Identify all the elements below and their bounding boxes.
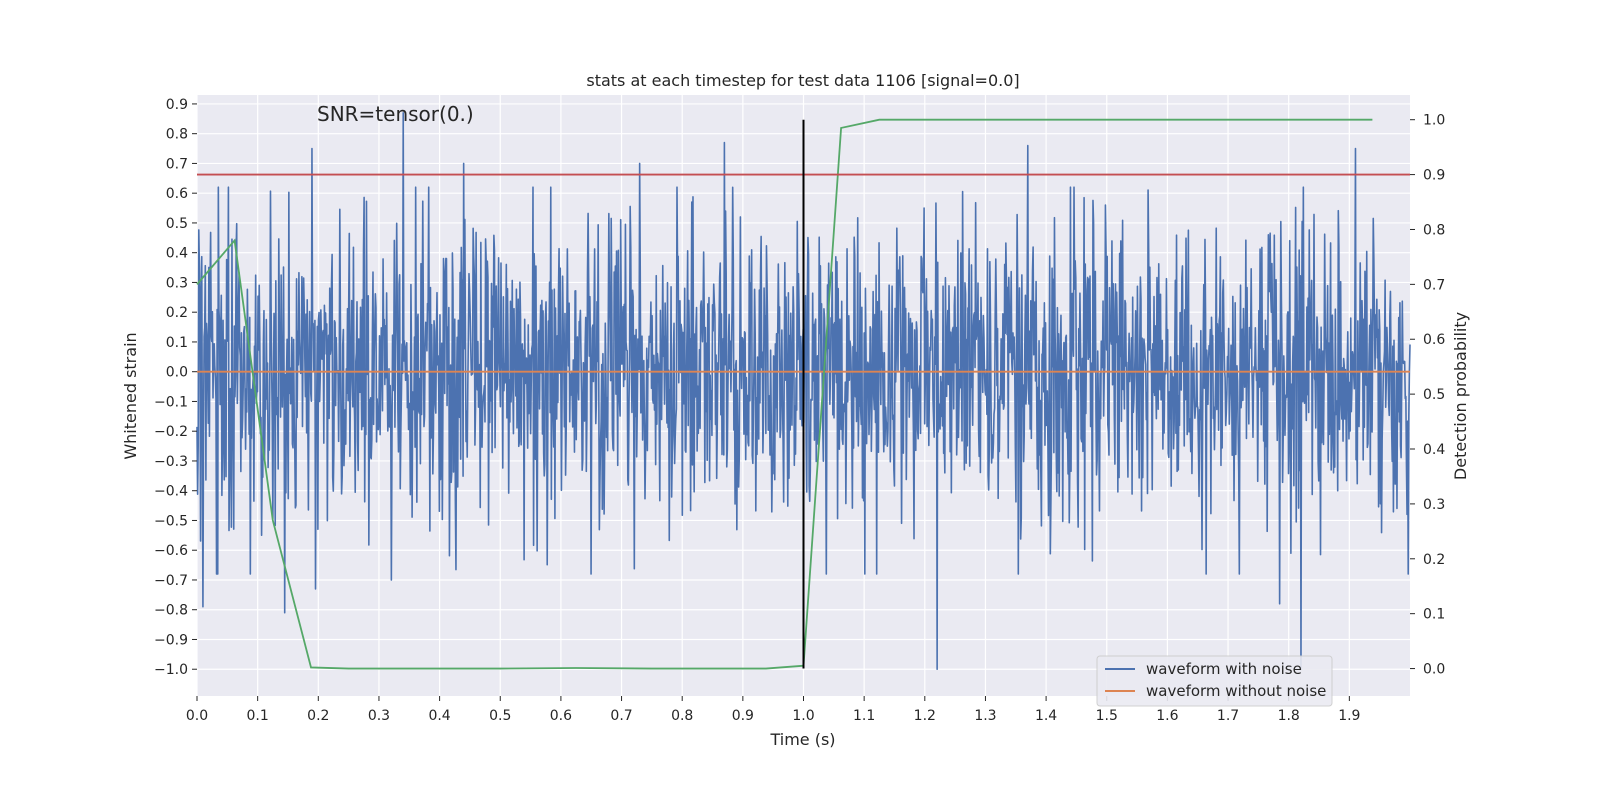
y-left-tick-label: −0.4 [154, 484, 188, 500]
y-left-tick-label: 0.1 [166, 335, 188, 351]
x-tick-label: 1.4 [1035, 708, 1057, 724]
y-left-tick-label: −0.3 [154, 454, 188, 470]
x-axis-label: Time (s) [769, 730, 835, 749]
x-tick-label: 0.2 [307, 708, 329, 724]
y-left-tick-label: −1.0 [154, 662, 188, 678]
y-left-tick-label: 0.4 [166, 246, 188, 262]
y-left-tick-label: 0.6 [166, 186, 188, 202]
legend-box [1096, 655, 1333, 707]
x-tick-label: 0.8 [671, 708, 693, 724]
y-right-tick-label: 0.5 [1423, 387, 1445, 403]
y-left-tick-label: 0.2 [166, 305, 188, 321]
y-left-tick-label: 0.7 [166, 156, 188, 172]
legend-label-clean: waveform without noise [1146, 682, 1326, 700]
x-tick-label: 1.9 [1338, 708, 1360, 724]
x-tick-label: 0.4 [428, 708, 450, 724]
y-left-tick-label: 0.5 [166, 216, 188, 232]
y-left-tick-label: −0.8 [154, 603, 188, 619]
snr-annotation: SNR=tensor(0.) [317, 102, 474, 126]
y-right-tick-label: 1.0 [1423, 113, 1445, 129]
y-right-tick-label: 0.2 [1423, 552, 1445, 568]
plot-series [196, 112, 1411, 671]
x-tick-label: 0.5 [489, 708, 511, 724]
y-right-tick-label: 0.8 [1423, 222, 1445, 238]
y-axis-label-right: Detection probability [1451, 312, 1470, 480]
x-tick-label: 0.6 [550, 708, 572, 724]
chart-title: stats at each timestep for test data 110… [586, 71, 1019, 90]
x-tick-label: 1.5 [1096, 708, 1118, 724]
x-tick-label: 1.3 [974, 708, 996, 724]
x-tick-label: 0.0 [186, 708, 208, 724]
y-right-tick-label: 0.1 [1423, 607, 1445, 623]
legend: waveform with noise waveform without noi… [1096, 655, 1333, 707]
series-detection-probability [196, 118, 1373, 670]
y-right-tick-label: 0.3 [1423, 497, 1445, 513]
y-left-tick-label: −0.7 [154, 573, 188, 589]
y-right-tick-label: 0.6 [1423, 332, 1445, 348]
y-left-tick-label: −0.9 [154, 632, 188, 648]
y-left-tick-label: −0.6 [154, 543, 188, 559]
y-right-tick-label: 0.7 [1423, 277, 1445, 293]
x-tick-label: 0.7 [610, 708, 632, 724]
y-right-tick-label: 0.0 [1423, 662, 1445, 678]
y-left-tick-label: 0.0 [166, 365, 188, 381]
x-tick-label: 1.7 [1217, 708, 1239, 724]
y-left-tick-label: −0.1 [154, 394, 188, 410]
x-tick-label: 0.3 [368, 708, 390, 724]
y-axis-label-left: Whitened strain [121, 332, 140, 459]
y-right-tick-label: 0.4 [1423, 442, 1445, 458]
x-tick-label: 0.9 [732, 708, 754, 724]
legend-label-noise: waveform with noise [1146, 660, 1302, 678]
y-left-tick-label: 0.3 [166, 275, 188, 291]
x-tick-label: 1.8 [1278, 708, 1300, 724]
x-tick-label: 1.0 [792, 708, 814, 724]
x-tick-label: 0.1 [247, 708, 269, 724]
x-tick-label: 1.1 [853, 708, 875, 724]
x-tick-label: 1.2 [914, 708, 936, 724]
x-tick-label: 1.6 [1156, 708, 1178, 724]
y-left-tick-label: −0.5 [154, 513, 188, 529]
y-left-tick-label: 0.9 [166, 97, 188, 113]
y-right-tick-label: 0.9 [1423, 168, 1445, 184]
y-left-tick-label: −0.2 [154, 424, 188, 440]
tick-labels: 0.0 0.1 0.2 0.3 0.4 0.5 0.6 0.7 0.8 0.9 1.0 1.1 1.2 1… [154, 97, 1445, 724]
y-left-tick-label: 0.8 [166, 127, 188, 143]
